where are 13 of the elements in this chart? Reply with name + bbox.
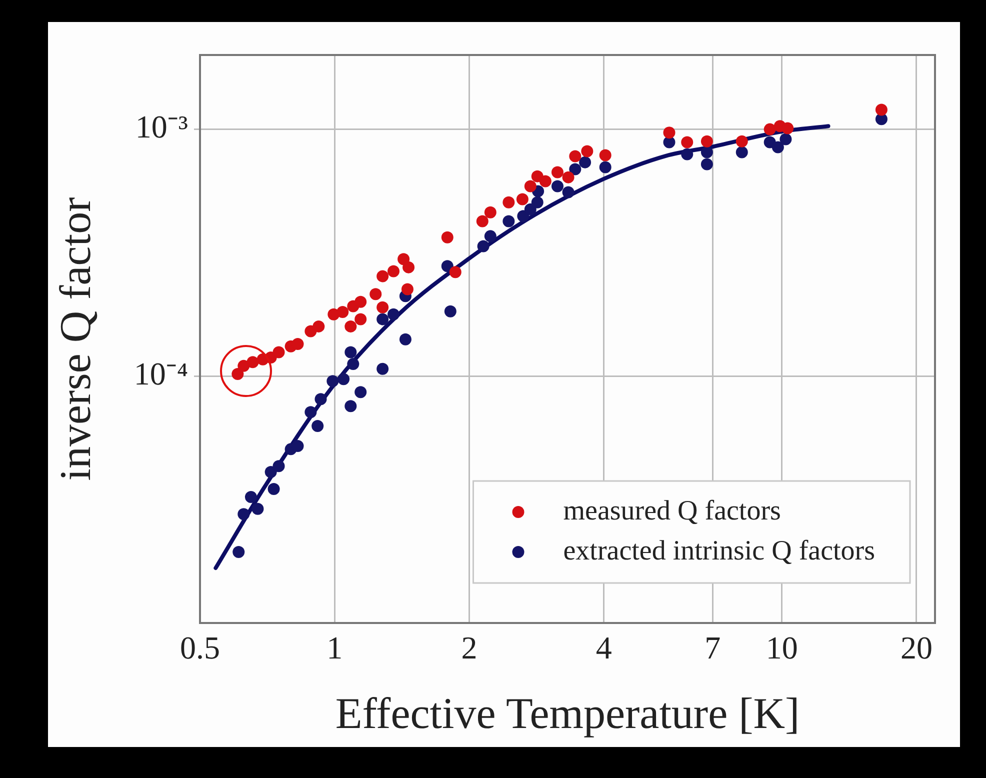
x-tick-label: 20: [900, 630, 932, 666]
x-tick-label: 0.5: [180, 630, 220, 666]
x-tick-label: 1: [326, 630, 343, 666]
legend-label: measured Q factors: [563, 495, 781, 526]
x-tick-label: 10: [766, 630, 798, 666]
legend-label: extracted intrinsic Q factors: [563, 535, 876, 566]
x-tick-label: 4: [596, 630, 612, 666]
y-axis-title: inverse Q factor: [50, 196, 100, 481]
x-tick-label: 7: [704, 630, 721, 666]
y-tick-label: 10⁻⁴: [134, 356, 188, 392]
y-tick-label: 10⁻³: [135, 108, 188, 145]
x-axis-title: Effective Temperature [K]: [335, 689, 800, 738]
x-tick-label: 2: [461, 630, 478, 666]
